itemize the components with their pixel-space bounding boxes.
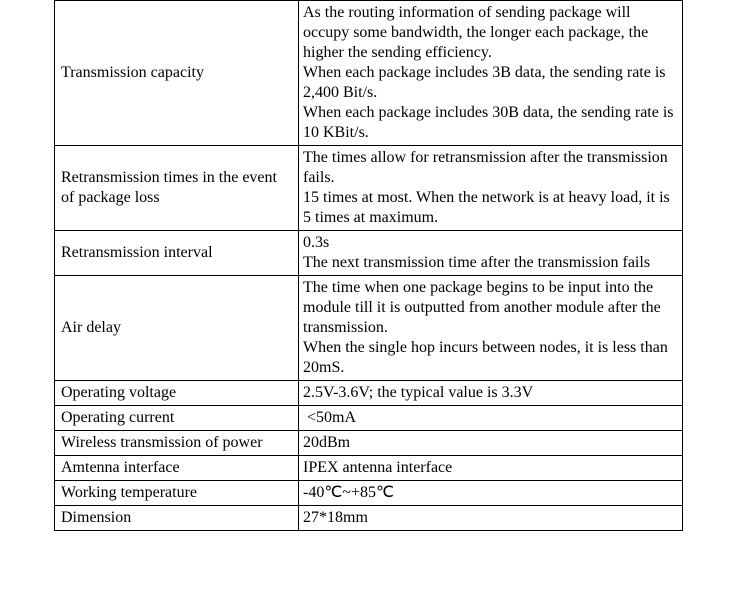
spec-label: Operating current [55,406,299,431]
page: Transmission capacityAs the routing info… [0,0,750,598]
spec-value-line: The times allow for retransmission after… [303,148,678,188]
spec-label: Wireless transmission of power [55,431,299,456]
spec-value-line: 15 times at most. When the network is at… [303,188,678,228]
spec-value: 27*18mm [299,506,683,531]
spec-value-line: When each package includes 3B data, the … [303,63,678,103]
spec-value-line: 2.5V-3.6V; the typical value is 3.3V [303,383,678,403]
spec-value-line: 0.3s [303,233,678,253]
spec-label: Working temperature [55,481,299,506]
spec-value: 20dBm [299,431,683,456]
table-row: Retransmission times in the event of pac… [55,146,683,231]
spec-value-line: 20dBm [303,433,678,453]
spec-value: The times allow for retransmission after… [299,146,683,231]
spec-value-line: The next transmission time after the tra… [303,253,678,273]
spec-value: 2.5V-3.6V; the typical value is 3.3V [299,381,683,406]
spec-label: Air delay [55,276,299,381]
spec-table: Transmission capacityAs the routing info… [54,0,683,531]
spec-value-line: IPEX antenna interface [303,458,678,478]
spec-label: Retransmission times in the event of pac… [55,146,299,231]
spec-value-line: 27*18mm [303,508,678,528]
spec-value-line: When each package includes 30B data, the… [303,103,678,143]
table-row: Air delayThe time when one package begin… [55,276,683,381]
spec-value: <50mA [299,406,683,431]
table-row: Operating voltage2.5V-3.6V; the typical … [55,381,683,406]
spec-value: 0.3sThe next transmission time after the… [299,231,683,276]
spec-label: Operating voltage [55,381,299,406]
table-row: Dimension27*18mm [55,506,683,531]
spec-value-line: The time when one package begins to be i… [303,278,678,338]
spec-label: Amtenna interface [55,456,299,481]
spec-label: Transmission capacity [55,1,299,146]
table-row: Amtenna interfaceIPEX antenna interface [55,456,683,481]
spec-value: The time when one package begins to be i… [299,276,683,381]
spec-value-line: <50mA [303,408,678,428]
spec-value: IPEX antenna interface [299,456,683,481]
table-row: Retransmission interval0.3sThe next tran… [55,231,683,276]
table-row: Working temperature-40℃~+85℃ [55,481,683,506]
table-row: Wireless transmission of power20dBm [55,431,683,456]
spec-value: -40℃~+85℃ [299,481,683,506]
table-row: Transmission capacityAs the routing info… [55,1,683,146]
spec-value-line: As the routing information of sending pa… [303,3,678,63]
spec-value-line: When the single hop incurs between nodes… [303,338,678,378]
spec-value-line: -40℃~+85℃ [303,483,678,503]
spec-label: Retransmission interval [55,231,299,276]
spec-value: As the routing information of sending pa… [299,1,683,146]
spec-label: Dimension [55,506,299,531]
table-row: Operating current <50mA [55,406,683,431]
